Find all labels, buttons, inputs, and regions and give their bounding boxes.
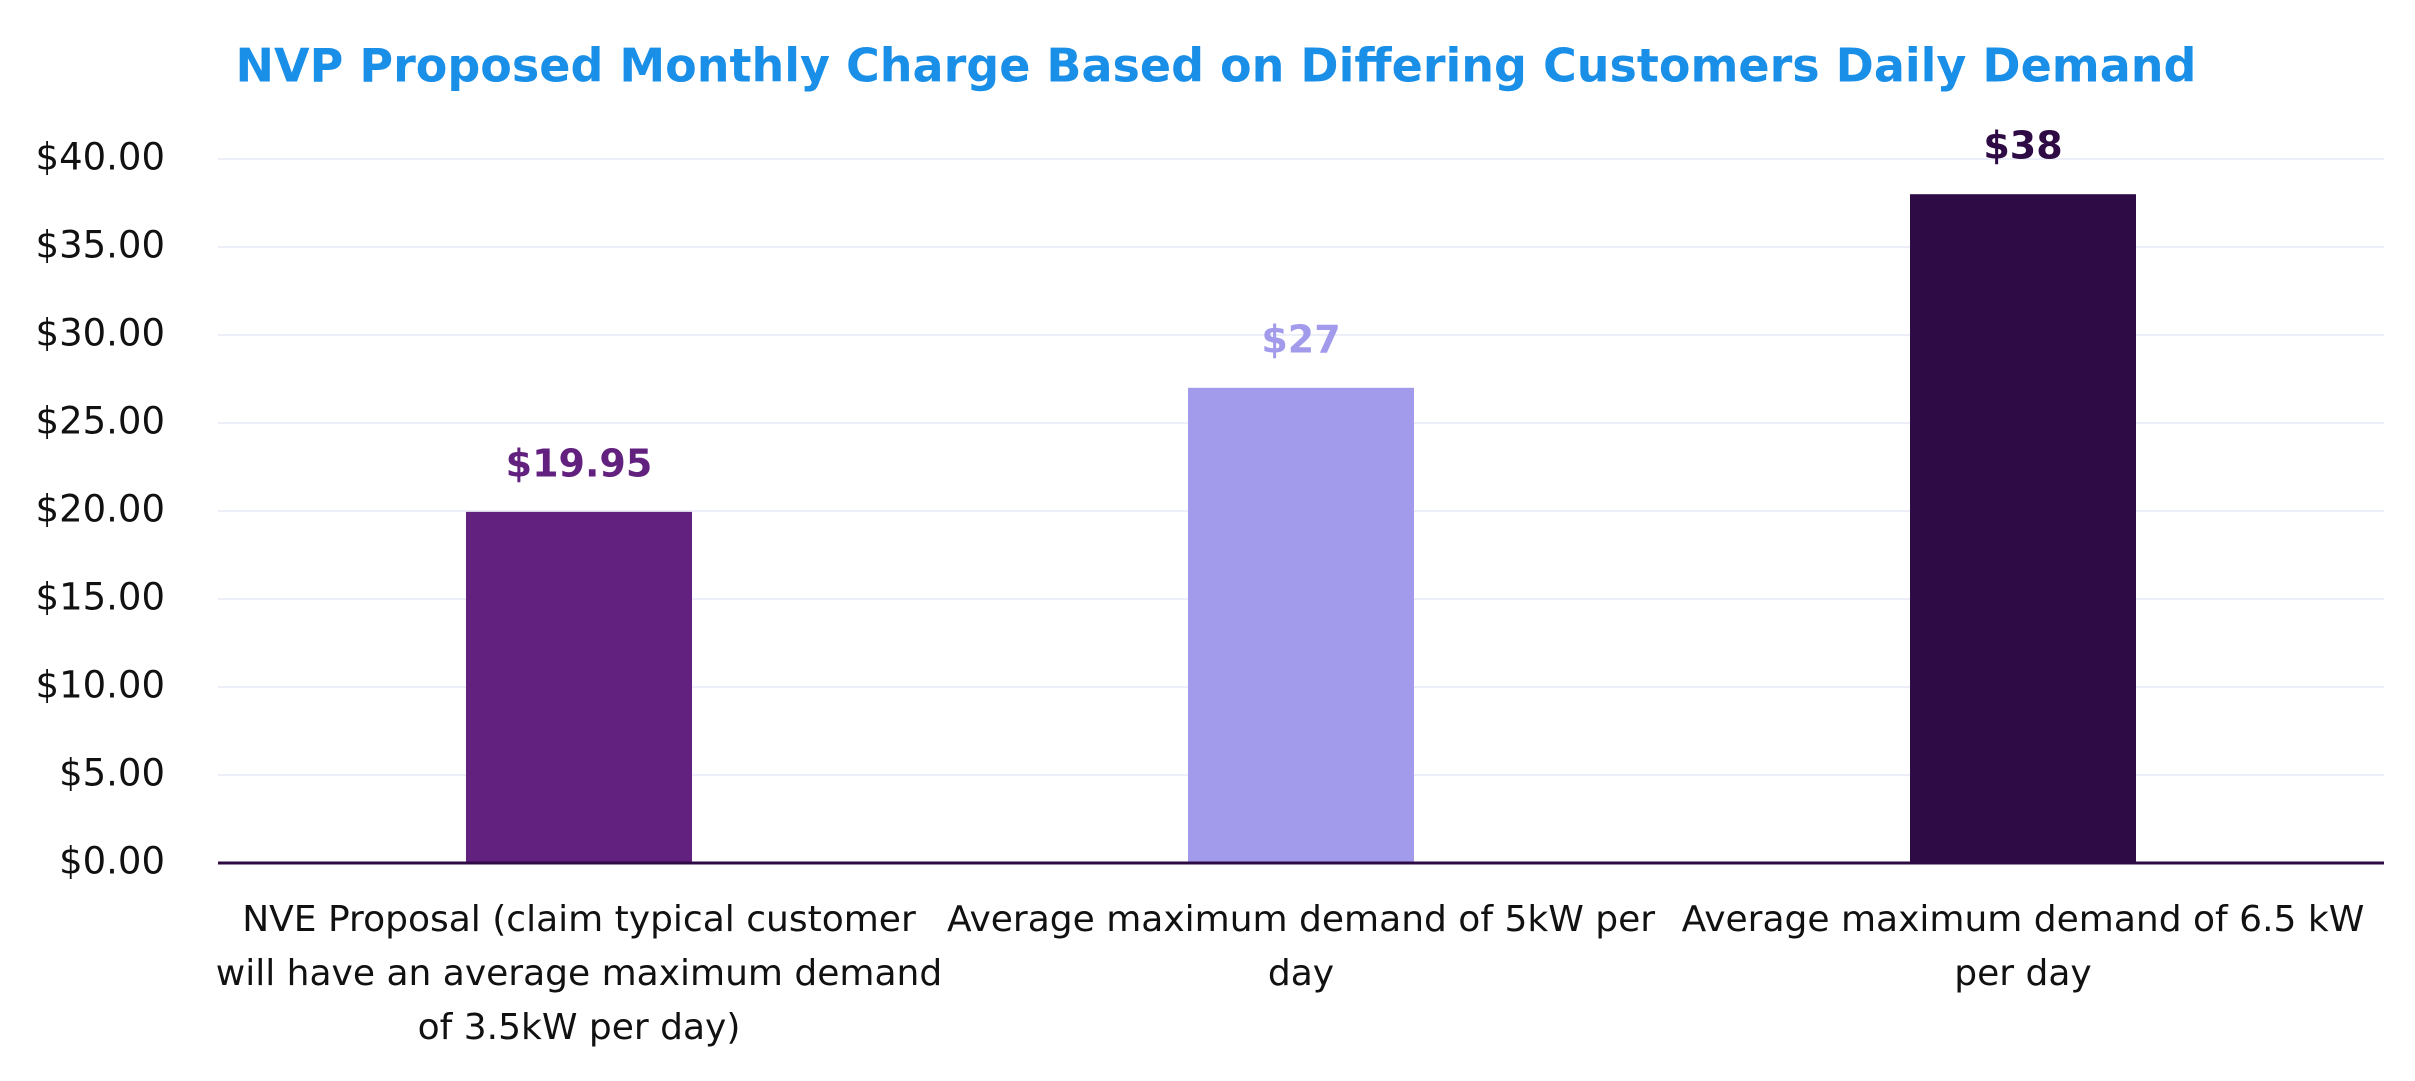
y-tick-label: $10.00 xyxy=(36,664,165,707)
y-tick-label: $40.00 xyxy=(36,136,165,179)
value-label: $27 xyxy=(1261,317,1340,361)
value-label: $38 xyxy=(1983,124,2062,168)
y-tick-label: $0.00 xyxy=(59,840,165,883)
bar xyxy=(1910,194,2136,863)
y-tick-label: $25.00 xyxy=(36,400,165,443)
y-tick-label: $15.00 xyxy=(36,576,165,619)
chart-title: NVP Proposed Monthly Charge Based on Dif… xyxy=(236,39,2197,93)
x-tick-label: Average maximum demand of 6.5 kW per day xyxy=(1681,899,2365,994)
bar xyxy=(466,511,692,863)
x-tick-label: Average maximum demand of 5kW per day xyxy=(946,899,1656,994)
y-tick-label: $20.00 xyxy=(36,488,165,531)
y-tick-label: $35.00 xyxy=(36,224,165,267)
x-tick-label: NVE Proposal (claim typical customer wil… xyxy=(215,899,943,1048)
value-label: $19.95 xyxy=(506,441,653,485)
y-tick-label: $30.00 xyxy=(36,312,165,355)
y-tick-label: $5.00 xyxy=(59,752,165,795)
bar xyxy=(1188,387,1414,863)
